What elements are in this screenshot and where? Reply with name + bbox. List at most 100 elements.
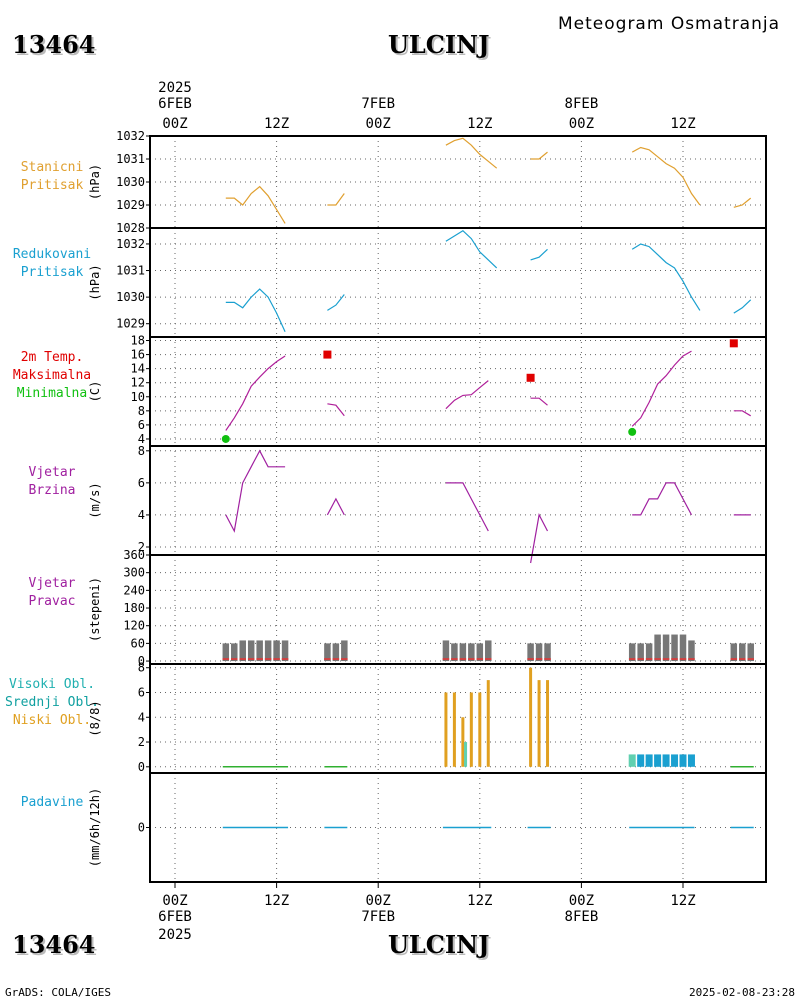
y-tick-label: 10 xyxy=(131,390,145,404)
y-axis-label: (mm/6h/12h) xyxy=(88,788,102,867)
y-tick-label: 4 xyxy=(138,508,145,522)
wind-dir-bar xyxy=(730,643,738,662)
panel-frame xyxy=(149,227,767,338)
series-line xyxy=(445,229,498,269)
series-line xyxy=(326,497,345,516)
min-temp-marker xyxy=(221,434,230,443)
wind-dir-bar xyxy=(451,643,458,662)
max-temp-marker xyxy=(729,339,738,348)
panel-label: Stanicni xyxy=(21,160,84,175)
panel-label: Visoki Obl. xyxy=(9,677,95,692)
y-tick-label: 0 xyxy=(138,654,145,668)
y-tick-label: 120 xyxy=(123,619,145,633)
panel-label: Pritisak xyxy=(21,178,84,193)
y-tick-label: 1031 xyxy=(116,264,145,278)
y-axis-label: (stepeni) xyxy=(88,577,102,642)
panel-label: Vjetar xyxy=(29,465,76,480)
y-tick-label: 0 xyxy=(138,760,145,774)
total-cloud-bar xyxy=(671,754,679,767)
credit-text: GrADS: COLA/IGES xyxy=(5,986,111,999)
timestamp-text: 2025-02-08-23:28 xyxy=(689,986,795,999)
wind-dir-bar xyxy=(468,643,475,662)
panel-label: Padavine xyxy=(21,795,84,810)
y-tick-label: 360 xyxy=(123,548,145,562)
bottom-hour-label: 12Z xyxy=(264,893,289,909)
series-line xyxy=(445,482,489,532)
wind-dir-bar xyxy=(662,634,670,662)
low-cloud-bar xyxy=(452,692,456,767)
low-cloud-bar xyxy=(546,680,550,767)
y-tick-label: 12 xyxy=(131,376,145,390)
total-cloud-bar xyxy=(687,754,695,767)
station-name-top: ULCINJ xyxy=(388,30,490,59)
y-tick-label: 14 xyxy=(131,362,145,376)
series-line xyxy=(733,299,752,314)
series-line xyxy=(445,137,498,169)
panel-label: Pravac xyxy=(29,594,76,609)
series-line xyxy=(445,380,489,410)
max-temp-marker xyxy=(323,350,332,359)
top-hour-label: 00Z xyxy=(162,116,187,132)
total-cloud-bar xyxy=(637,754,645,767)
wind-dir-bar xyxy=(679,634,687,662)
top-day-label: 7FEB xyxy=(361,96,395,112)
wind-dir-bar xyxy=(645,643,653,662)
top-hour-label: 12Z xyxy=(264,116,289,132)
bottom-hour-label: 12Z xyxy=(467,893,492,909)
series-line xyxy=(632,482,693,516)
wind-dir-bar xyxy=(628,643,636,662)
series-line xyxy=(530,513,549,564)
y-tick-label: 240 xyxy=(123,583,145,597)
series-line xyxy=(530,397,548,406)
y-axis-label: (hPa) xyxy=(88,164,102,200)
low-cloud-bar xyxy=(486,680,490,767)
series-line xyxy=(225,449,286,533)
wind-dir-bar xyxy=(671,634,678,662)
top-hour-label: 12Z xyxy=(467,116,492,132)
panel-frame xyxy=(149,336,767,447)
panel-frame xyxy=(149,772,767,883)
panel-label: Brzina xyxy=(29,483,76,498)
panel-label: Minimalna xyxy=(17,386,87,401)
y-tick-label: 0 xyxy=(138,821,145,835)
y-tick-label: 2 xyxy=(138,735,145,749)
bottom-year-label: 2025 xyxy=(158,927,192,943)
station-id-top: 13464 xyxy=(12,30,96,59)
wind-dir-bar xyxy=(239,640,246,662)
y-tick-label: 16 xyxy=(131,348,145,362)
wind-dir-bar xyxy=(256,640,263,662)
series-line xyxy=(327,403,345,417)
wind-dir-bar xyxy=(459,643,467,662)
wind-dir-bar xyxy=(264,640,272,662)
wind-dir-bar xyxy=(747,643,754,662)
wind-dir-bar xyxy=(739,643,746,662)
wind-dir-bar xyxy=(654,634,661,662)
y-tick-label: 1029 xyxy=(116,198,145,212)
series-line xyxy=(733,197,752,208)
series-line xyxy=(631,146,701,206)
y-tick-label: 60 xyxy=(131,636,145,650)
panel-label: Redukovani xyxy=(13,247,91,262)
series-line xyxy=(631,350,692,427)
bottom-hour-label: 12Z xyxy=(670,893,695,909)
bottom-day-label: 7FEB xyxy=(361,909,395,925)
y-tick-label: 6 xyxy=(138,685,145,699)
y-tick-label: 1030 xyxy=(116,290,145,304)
total-cloud-bar xyxy=(679,754,687,767)
y-tick-label: 4 xyxy=(138,710,145,724)
low-cloud-bar xyxy=(461,717,465,767)
low-cloud-bar xyxy=(444,692,448,767)
max-temp-marker xyxy=(526,373,535,382)
y-tick-label: 300 xyxy=(123,566,145,580)
low-cloud-bar xyxy=(469,692,473,767)
panel-frame xyxy=(149,445,767,556)
bottom-day-label: 6FEB xyxy=(158,909,192,925)
series-line xyxy=(327,294,345,311)
wind-dir-bar xyxy=(485,640,492,662)
panel-label: Maksimalna xyxy=(13,368,91,383)
series-line xyxy=(530,248,548,261)
low-cloud-bar xyxy=(478,692,482,767)
total-cloud-bar xyxy=(662,754,670,767)
wind-dir-bar xyxy=(247,640,255,662)
